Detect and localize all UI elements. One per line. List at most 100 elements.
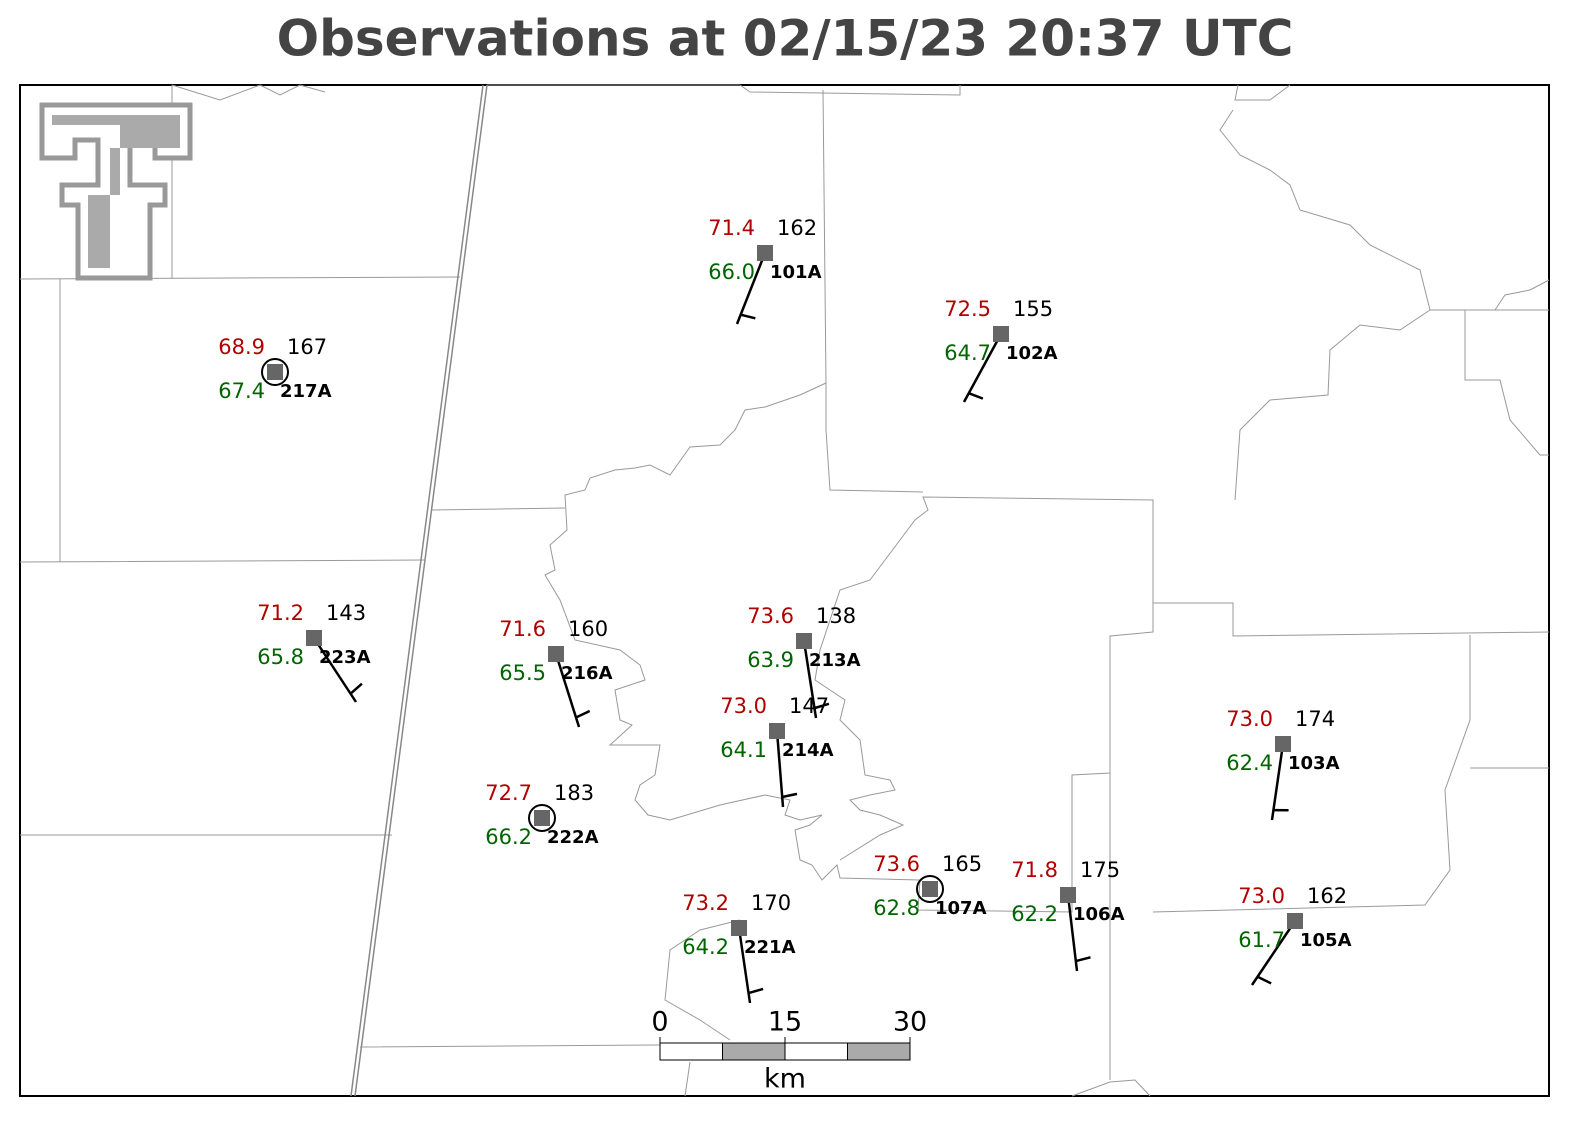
dewpoint: 65.8 — [257, 645, 304, 669]
wind-barb-feather — [781, 792, 798, 799]
station-marker — [796, 633, 812, 649]
wind-barb — [1250, 920, 1297, 986]
wind-barb — [802, 640, 818, 719]
station-id: 217A — [280, 381, 332, 402]
station-marker — [306, 630, 322, 646]
scale-unit: km — [764, 1064, 806, 1095]
scale-segment — [659, 1042, 723, 1061]
wind-barb — [312, 637, 358, 703]
temperature: 71.2 — [257, 601, 304, 625]
dewpoint: 62.2 — [1011, 902, 1058, 926]
station-marker — [769, 723, 785, 739]
station: 72.5 155 64.7 102A — [944, 297, 1058, 403]
wind-barb — [962, 333, 1003, 403]
station-marker — [1275, 736, 1291, 752]
pressure: 138 — [816, 604, 856, 628]
station: 73.6 138 63.9 213A — [747, 604, 861, 719]
pressure: 183 — [554, 781, 594, 805]
temperature: 73.0 — [1238, 884, 1285, 908]
dewpoint: 64.1 — [720, 738, 767, 762]
station: 73.2 170 64.2 221A — [682, 891, 796, 1004]
temperature: 71.8 — [1011, 858, 1058, 882]
wind-barb — [1066, 894, 1079, 972]
station-id: 105A — [1300, 930, 1352, 951]
station-id: 214A — [782, 740, 834, 761]
dewpoint: 63.9 — [747, 648, 794, 672]
temperature: 68.9 — [218, 335, 265, 359]
pressure: 170 — [751, 891, 791, 915]
station-id: 103A — [1288, 753, 1340, 774]
title: Observations at 02/15/23 20:37 UTC — [277, 10, 1294, 68]
temperature: 72.7 — [485, 781, 532, 805]
logo — [39, 102, 193, 281]
scale-bar: 0 15 30 km — [651, 1007, 927, 1095]
station-marker — [1287, 913, 1303, 929]
station: 73.0 174 62.4 103A — [1226, 707, 1340, 821]
station: 71.8 175 62.2 106A — [1011, 858, 1125, 972]
pressure: 143 — [326, 601, 366, 625]
station-marker — [534, 810, 550, 826]
wind-barb — [737, 927, 752, 1004]
station: 71.4 162 66.0 101A — [708, 216, 822, 325]
wind-barb — [1270, 743, 1285, 821]
scale-segment — [847, 1042, 911, 1061]
pressure: 162 — [1307, 884, 1347, 908]
scale-label: 0 — [651, 1007, 668, 1038]
wind-barb — [775, 730, 785, 808]
temperature: 71.6 — [499, 617, 546, 641]
station: 72.7 183 66.2 222A — [485, 781, 598, 849]
station-marker — [1060, 887, 1076, 903]
calm-circle — [916, 875, 944, 903]
wind-barb — [735, 252, 767, 325]
dewpoint: 62.4 — [1226, 751, 1273, 775]
wind-barb-feather — [349, 682, 363, 695]
station-id: 223A — [319, 647, 371, 668]
scale-label: 30 — [893, 1007, 927, 1038]
calm-circle — [261, 358, 289, 386]
station-id: 106A — [1073, 904, 1125, 925]
dewpoint: 65.5 — [499, 661, 546, 685]
temperature: 73.6 — [873, 852, 920, 876]
pressure: 174 — [1295, 707, 1335, 731]
station-marker — [757, 245, 773, 261]
dewpoint: 66.2 — [485, 825, 532, 849]
dewpoint: 66.0 — [708, 260, 755, 284]
pressure: 162 — [777, 216, 817, 240]
temperature: 73.2 — [682, 891, 729, 915]
station: 71.2 143 65.8 223A — [257, 601, 371, 703]
pressure: 147 — [789, 694, 829, 718]
pressure: 155 — [1013, 297, 1053, 321]
scale-segment — [784, 1042, 848, 1061]
wind-barb — [554, 653, 581, 728]
station: 68.9 167 67.4 217A — [218, 335, 331, 403]
station-id: 222A — [547, 827, 599, 848]
wind-barb-feather — [968, 392, 984, 400]
station: 73.0 162 61.7 105A — [1238, 884, 1352, 986]
temperature: 72.5 — [944, 297, 991, 321]
station-id: 107A — [935, 898, 987, 919]
dewpoint: 64.2 — [682, 935, 729, 959]
temperature: 73.0 — [1226, 707, 1273, 731]
dewpoint: 61.7 — [1238, 928, 1285, 952]
pressure: 175 — [1080, 858, 1120, 882]
station-id: 102A — [1006, 343, 1058, 364]
station: 73.0 147 64.1 214A — [720, 694, 834, 808]
calm-circle — [528, 804, 556, 832]
dewpoint: 62.8 — [873, 896, 920, 920]
station-id: 216A — [561, 663, 613, 684]
scale-label: 15 — [768, 1007, 802, 1038]
station-marker — [922, 881, 938, 897]
station: 73.6 165 62.8 107A — [873, 852, 986, 920]
station-marker — [548, 646, 564, 662]
wind-barb-feather — [1075, 956, 1091, 963]
station-id: 101A — [770, 262, 822, 283]
dewpoint: 64.7 — [944, 341, 991, 365]
wind-barb-feather — [814, 702, 830, 710]
boundaries — [19, 84, 1550, 1097]
station-id: 221A — [744, 937, 796, 958]
pressure: 165 — [942, 852, 982, 876]
temperature: 73.0 — [720, 694, 767, 718]
station: 71.6 160 65.5 216A — [499, 617, 613, 728]
dewpoint: 67.4 — [218, 379, 265, 403]
